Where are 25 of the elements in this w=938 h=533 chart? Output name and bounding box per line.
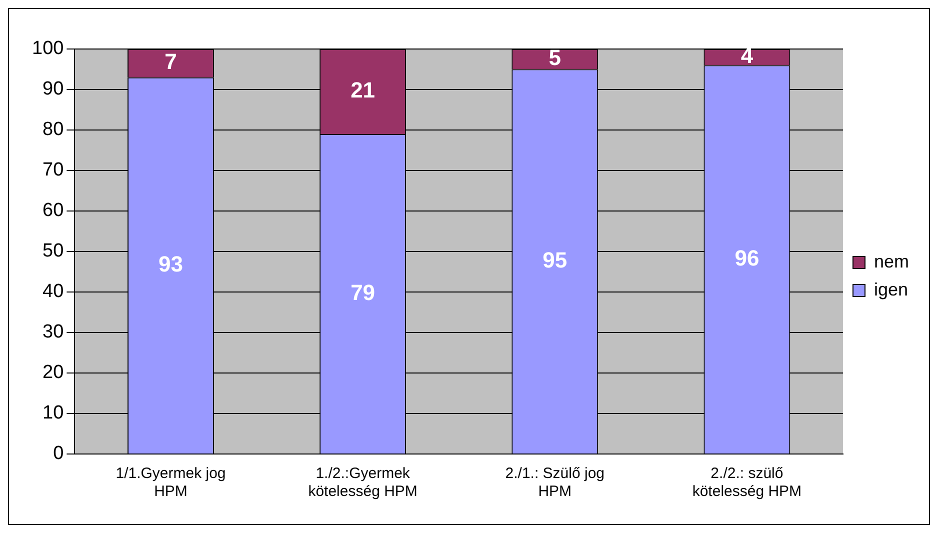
legend-label: nem: [874, 251, 909, 272]
x-tick-label: 1./2.:Gyermek kötelesség HPM: [308, 465, 418, 500]
legend-label: igen: [874, 279, 908, 300]
data-label: 79: [350, 280, 376, 305]
y-tick-label: 60: [42, 200, 64, 222]
y-tick-label: 30: [42, 322, 64, 343]
y-tick-label: 10: [42, 402, 64, 424]
x-tick-label: 2./2.: szülő kötelesség HPM: [692, 465, 802, 500]
x-tick-label: 1/1.Gyermek jog HPM: [116, 465, 226, 500]
data-label: 4: [740, 43, 754, 68]
y-tick-label: 20: [42, 362, 64, 384]
data-label: 7: [164, 49, 177, 74]
data-label: 21: [350, 78, 376, 103]
data-label: 95: [542, 247, 568, 272]
y-tick-label: 50: [42, 240, 64, 262]
y-tick-label: 0: [53, 443, 64, 464]
y-tick-label: 90: [42, 78, 64, 100]
y-tick-label: 40: [42, 281, 64, 302]
y-tick-label: 80: [42, 119, 64, 140]
data-label: 93: [158, 251, 183, 276]
y-tick-label: 100: [32, 38, 64, 60]
data-label: 96: [734, 245, 760, 270]
data-label: 5: [548, 45, 562, 70]
y-tick-label: 70: [42, 160, 64, 181]
x-tick-label: 2./1.: Szülő jog HPM: [505, 465, 604, 500]
